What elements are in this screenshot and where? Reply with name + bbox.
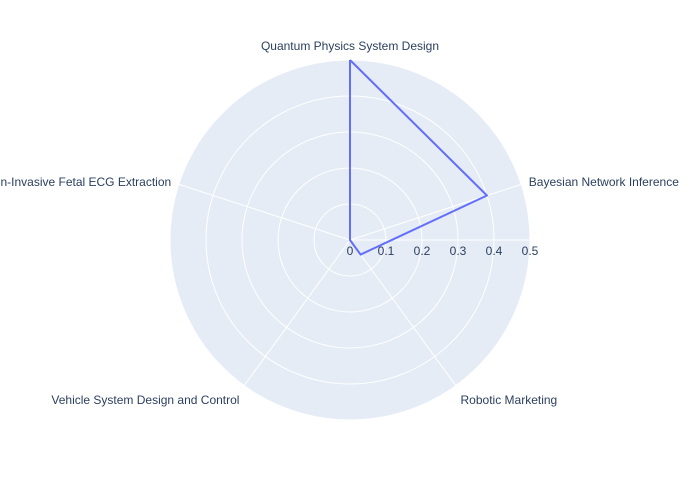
radial-tick-label-2: 0.2 bbox=[414, 244, 431, 258]
spoke-1 bbox=[349, 183, 522, 241]
category-label-2: Robotic Marketing bbox=[461, 393, 558, 407]
radial-tick-labels: 0 0.1 0.2 0.3 0.4 0.5 bbox=[347, 244, 539, 258]
category-labels: Quantum Physics System Design Bayesian Ne… bbox=[0, 39, 679, 407]
category-label-3: Vehicle System Design and Control bbox=[51, 393, 239, 407]
category-label-4: Non-Invasive Fetal ECG Extraction bbox=[0, 175, 171, 189]
series-layer bbox=[349, 59, 488, 256]
spoke-4 bbox=[178, 183, 351, 241]
spoke-3 bbox=[243, 239, 351, 386]
radial-tick-label-0: 0 bbox=[347, 244, 354, 258]
category-label-0: Quantum Physics System Design bbox=[261, 39, 439, 53]
series-line-0 bbox=[349, 59, 488, 256]
radial-tick-label-1: 0.1 bbox=[378, 244, 395, 258]
radial-tick-label-5: 0.5 bbox=[522, 244, 539, 258]
radial-tick-label-4: 0.4 bbox=[486, 244, 503, 258]
radial-tick-label-3: 0.3 bbox=[450, 244, 467, 258]
spoke-2 bbox=[349, 239, 457, 386]
category-label-1: Bayesian Network Inference bbox=[529, 175, 679, 189]
